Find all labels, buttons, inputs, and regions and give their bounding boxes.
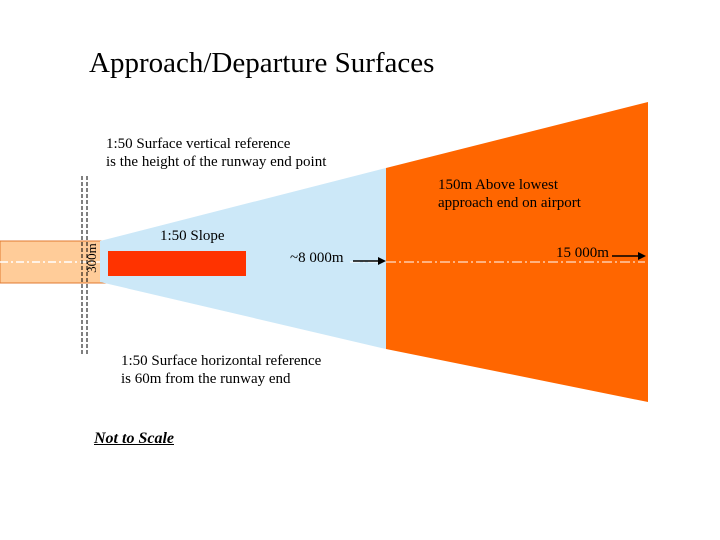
slope-bar — [108, 251, 246, 276]
arrow-15000-head — [638, 252, 646, 260]
distance-15000-label: 15 000m — [556, 245, 609, 261]
vertical-reference-label: 1:50 Surface vertical reference is the h… — [106, 136, 327, 170]
page-title: Approach/Departure Surfaces — [89, 47, 435, 79]
distance-8000-label: ~8 000m — [290, 250, 344, 266]
slope-label: 1:50 Slope — [160, 228, 225, 244]
above-lowest-label: 150m Above lowest approach end on airpor… — [438, 177, 581, 211]
not-to-scale-label: Not to Scale — [94, 430, 174, 447]
width-300-label: 300m — [84, 243, 100, 273]
arrow-8000-head — [378, 257, 386, 265]
horizontal-reference-label: 1:50 Surface horizontal reference is 60m… — [121, 353, 322, 387]
outer-approach-surface — [386, 102, 648, 402]
